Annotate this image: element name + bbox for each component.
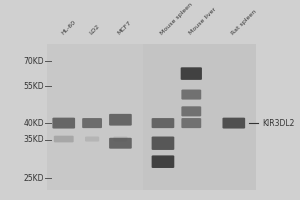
FancyBboxPatch shape [82,118,102,128]
FancyBboxPatch shape [47,44,143,190]
Text: 35KD: 35KD [23,135,44,144]
Text: MCF7: MCF7 [117,20,133,36]
FancyBboxPatch shape [109,114,132,126]
FancyBboxPatch shape [52,118,75,129]
Text: HL-60: HL-60 [60,19,76,36]
FancyBboxPatch shape [152,137,174,150]
FancyBboxPatch shape [109,138,132,149]
Text: KIR3DL2: KIR3DL2 [262,119,295,128]
FancyBboxPatch shape [152,155,174,168]
FancyBboxPatch shape [54,136,74,142]
FancyBboxPatch shape [182,118,201,128]
FancyBboxPatch shape [223,118,245,129]
FancyBboxPatch shape [113,137,128,142]
Text: 40KD: 40KD [23,119,44,128]
Text: 70KD: 70KD [23,57,44,66]
FancyBboxPatch shape [143,44,256,190]
Text: Mouse spleen: Mouse spleen [159,2,194,36]
Text: 55KD: 55KD [23,82,44,91]
Text: Rat spleen: Rat spleen [230,9,257,36]
Text: Mouse liver: Mouse liver [188,7,217,36]
FancyBboxPatch shape [85,137,99,142]
FancyBboxPatch shape [181,67,202,80]
Text: 25KD: 25KD [23,174,44,183]
FancyBboxPatch shape [152,118,174,128]
FancyBboxPatch shape [182,106,201,116]
FancyBboxPatch shape [182,90,201,100]
Text: LO2: LO2 [88,24,101,36]
